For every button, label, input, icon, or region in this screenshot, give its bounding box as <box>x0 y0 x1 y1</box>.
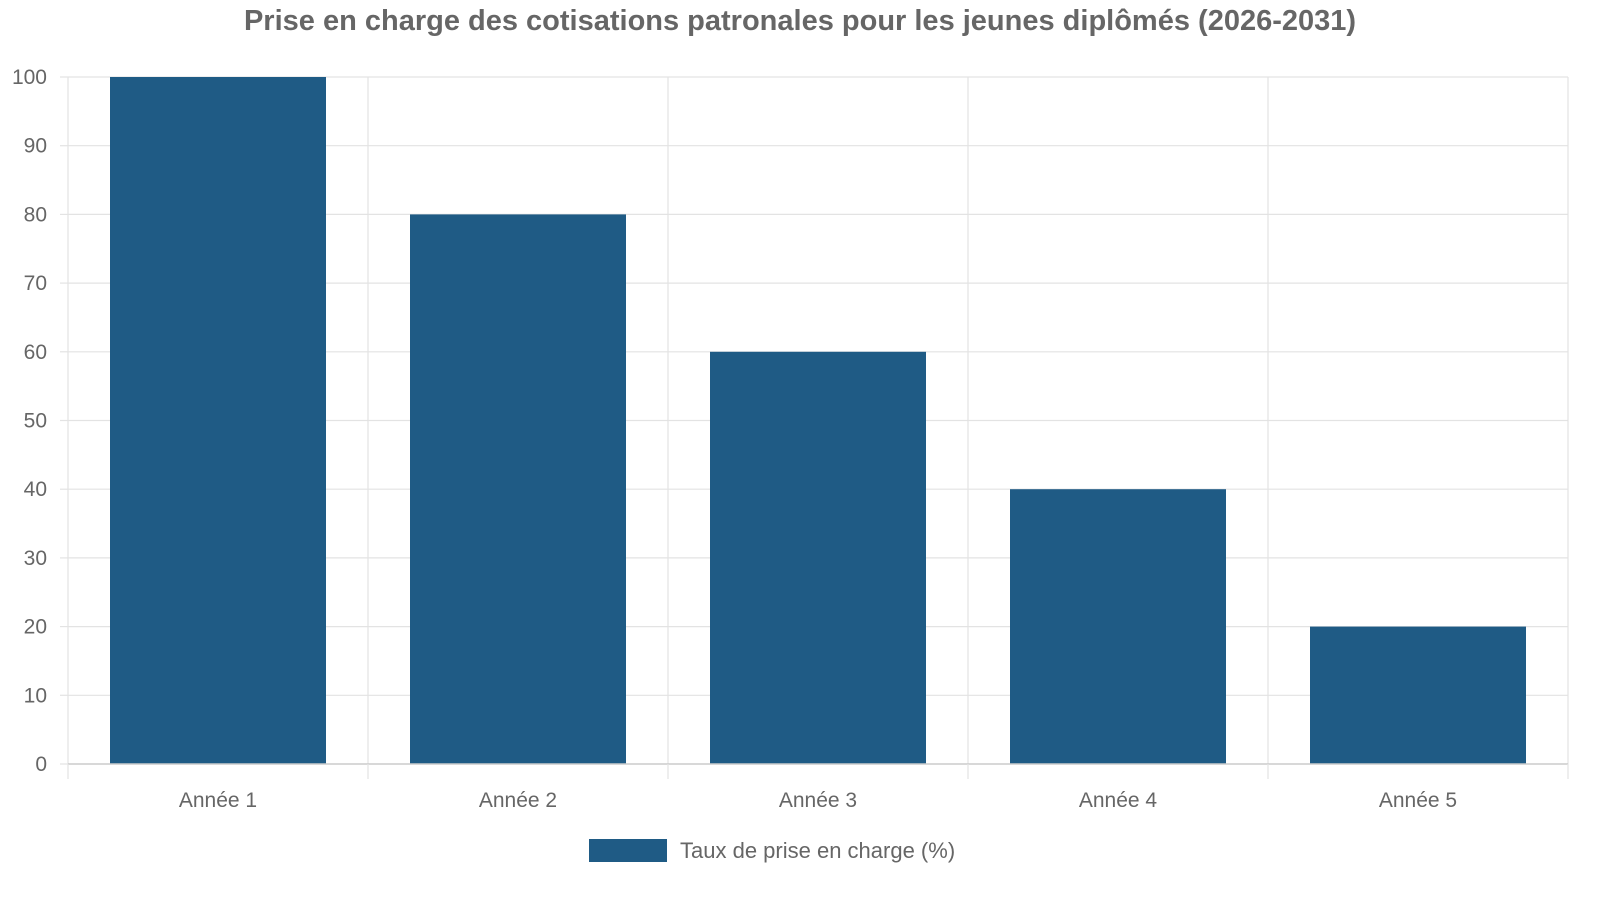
bar[interactable] <box>710 351 926 764</box>
y-tick-label: 10 <box>24 684 47 707</box>
legend-swatch <box>589 839 667 862</box>
bar[interactable] <box>110 77 326 764</box>
x-tick-label: Année 1 <box>179 789 257 812</box>
x-tick-label: Année 3 <box>779 789 857 812</box>
x-axis-ticks: Année 1 Année 2 Année 3 Année 4 Année 5 <box>67 764 1569 812</box>
x-tick-label: Année 5 <box>1379 789 1457 812</box>
legend-item[interactable]: Taux de prise en charge (%) <box>589 838 955 863</box>
bar[interactable] <box>410 214 626 764</box>
y-tick-label: 80 <box>24 203 47 226</box>
y-tick-label: 100 <box>12 66 47 89</box>
y-tick-label: 20 <box>24 616 47 639</box>
y-axis-ticks: 0 10 20 30 40 50 60 70 80 90 100 <box>12 66 68 776</box>
bar[interactable] <box>1310 626 1526 764</box>
x-tick-label: Année 2 <box>479 789 557 812</box>
y-tick-label: 70 <box>24 272 47 295</box>
y-tick-label: 0 <box>35 753 47 776</box>
bars <box>110 77 1526 764</box>
y-tick-label: 40 <box>24 478 47 501</box>
y-tick-label: 50 <box>24 410 47 433</box>
legend-label: Taux de prise en charge (%) <box>680 838 955 863</box>
legend[interactable]: Taux de prise en charge (%) <box>589 838 955 863</box>
y-tick-label: 30 <box>24 547 47 570</box>
chart-title: Prise en charge des cotisations patronal… <box>244 5 1356 37</box>
bar[interactable] <box>1010 489 1226 764</box>
y-tick-label: 90 <box>24 135 47 158</box>
x-tick-label: Année 4 <box>1079 789 1158 812</box>
y-tick-label: 60 <box>24 341 47 364</box>
